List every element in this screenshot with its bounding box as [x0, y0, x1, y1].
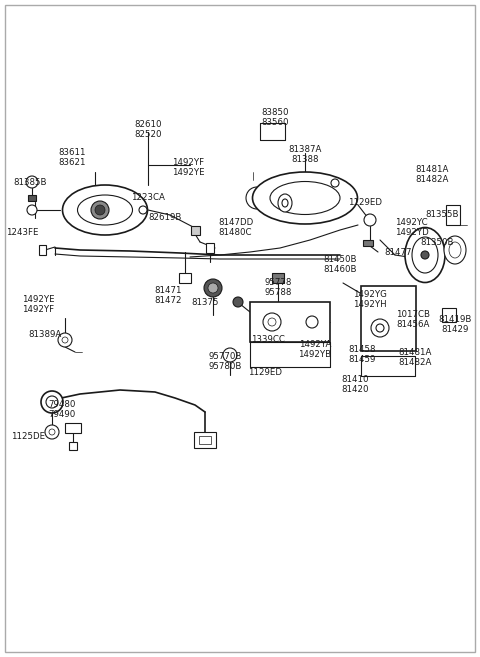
Text: 81450B
81460B: 81450B 81460B [323, 255, 357, 275]
Bar [69, 442, 77, 450]
Ellipse shape [139, 206, 147, 214]
Ellipse shape [306, 316, 318, 328]
Ellipse shape [62, 337, 68, 343]
Ellipse shape [208, 283, 218, 293]
Text: 1129ED: 1129ED [348, 198, 382, 207]
Text: 81481A
81482A: 81481A 81482A [415, 165, 449, 185]
Text: 81385B: 81385B [13, 178, 47, 187]
Text: 82610
82520: 82610 82520 [134, 120, 162, 139]
Text: 81355B: 81355B [425, 210, 459, 219]
Ellipse shape [263, 313, 281, 331]
Ellipse shape [62, 185, 147, 235]
Text: 1223CA: 1223CA [131, 193, 165, 202]
Text: 95770B
95780B: 95770B 95780B [208, 352, 242, 371]
Text: 81387A
81388: 81387A 81388 [288, 145, 322, 164]
Ellipse shape [27, 205, 37, 215]
Text: 81375: 81375 [191, 298, 219, 307]
Text: 81389A: 81389A [28, 330, 61, 339]
Ellipse shape [444, 236, 466, 264]
Text: 79480
79490: 79480 79490 [48, 400, 76, 419]
Ellipse shape [252, 172, 358, 224]
Text: 83611
83621: 83611 83621 [58, 148, 86, 168]
Ellipse shape [405, 227, 445, 283]
Text: 1339CC: 1339CC [251, 335, 285, 344]
Ellipse shape [449, 242, 461, 258]
Text: 1492YG
1492YH: 1492YG 1492YH [353, 290, 387, 309]
Text: 81419B
81429: 81419B 81429 [438, 315, 472, 334]
Ellipse shape [223, 348, 237, 362]
Text: 1017CB
81456A: 1017CB 81456A [396, 310, 430, 329]
Text: 82619B: 82619B [148, 213, 182, 222]
Ellipse shape [278, 194, 292, 212]
Ellipse shape [421, 251, 429, 259]
Ellipse shape [49, 429, 55, 435]
Ellipse shape [58, 333, 72, 347]
Text: 1125DE: 1125DE [11, 432, 45, 441]
Bar [360, 286, 416, 350]
Text: 95778
95788: 95778 95788 [264, 278, 292, 298]
Bar [446, 205, 460, 225]
Bar [206, 243, 214, 253]
Ellipse shape [233, 297, 243, 307]
Text: 8147DD
81480C: 8147DD 81480C [218, 218, 253, 237]
Text: 1492YC
1492YD: 1492YC 1492YD [395, 218, 429, 237]
Text: 81481A
81482A: 81481A 81482A [398, 348, 432, 367]
Bar [442, 308, 456, 322]
Text: 81350B: 81350B [420, 238, 454, 247]
Ellipse shape [364, 214, 376, 226]
Text: 1129ED: 1129ED [248, 368, 282, 377]
Bar [250, 302, 330, 342]
Ellipse shape [376, 324, 384, 332]
Ellipse shape [331, 179, 339, 187]
Ellipse shape [41, 391, 63, 413]
Ellipse shape [77, 195, 132, 225]
Bar [38, 245, 46, 255]
Text: 81410
81420: 81410 81420 [341, 375, 369, 394]
Text: 1492YE
1492YF: 1492YE 1492YF [22, 295, 54, 315]
Bar [28, 195, 36, 201]
Bar [363, 240, 373, 246]
Text: 1492YF
1492YE: 1492YF 1492YE [172, 158, 204, 177]
Bar [194, 432, 216, 448]
Ellipse shape [45, 425, 59, 439]
Ellipse shape [46, 396, 58, 408]
Bar [179, 273, 191, 283]
Ellipse shape [91, 201, 109, 219]
Text: 81458
81459: 81458 81459 [348, 345, 376, 365]
Text: 83850
83560: 83850 83560 [261, 108, 289, 127]
Ellipse shape [95, 205, 105, 215]
Bar [65, 423, 81, 433]
Ellipse shape [282, 199, 288, 207]
Ellipse shape [412, 237, 438, 273]
Text: 81477: 81477 [384, 248, 412, 257]
Bar [199, 436, 211, 444]
Text: 81471
81472: 81471 81472 [154, 286, 182, 306]
Ellipse shape [371, 319, 389, 337]
Ellipse shape [270, 181, 340, 214]
Ellipse shape [268, 318, 276, 326]
Bar [191, 225, 200, 235]
Text: 1243FE: 1243FE [6, 228, 38, 237]
Ellipse shape [204, 279, 222, 297]
Bar [272, 273, 284, 283]
Ellipse shape [26, 176, 38, 188]
Text: 1492YA
1492YB: 1492YA 1492YB [299, 340, 332, 359]
